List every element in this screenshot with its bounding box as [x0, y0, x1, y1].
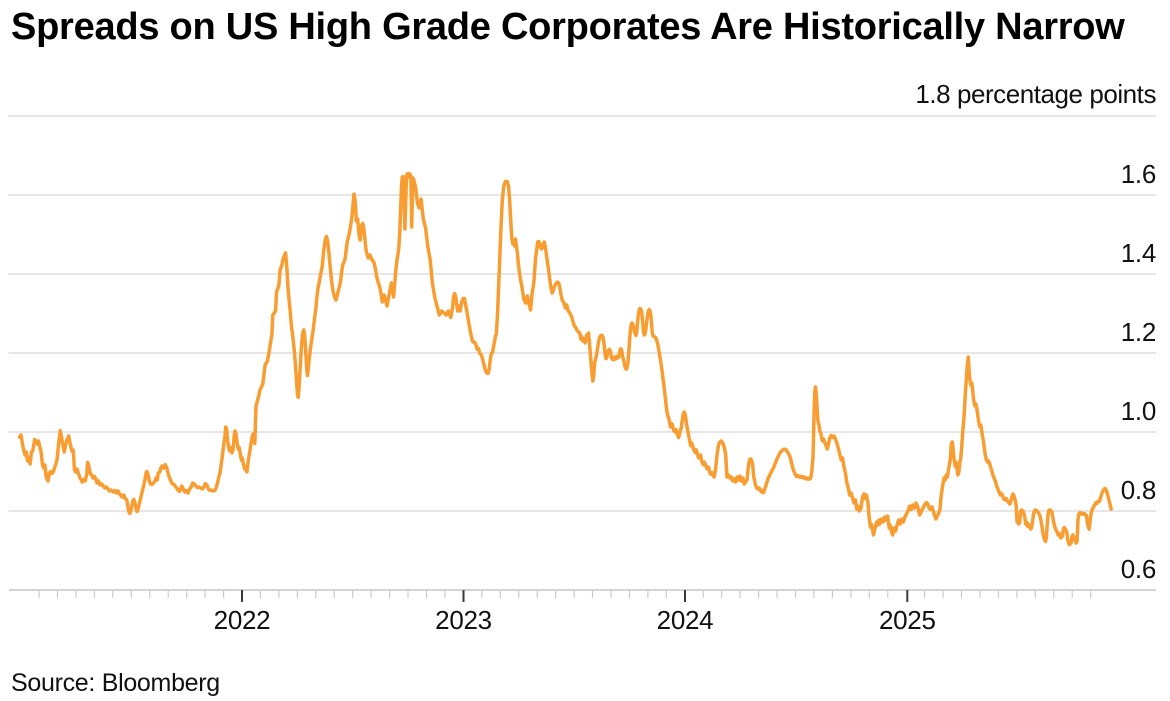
svg-text:2023: 2023: [435, 605, 492, 635]
svg-text:1.6: 1.6: [1121, 159, 1156, 189]
svg-text:2025: 2025: [879, 605, 936, 635]
svg-text:1.4: 1.4: [1121, 238, 1156, 268]
svg-text:0.8: 0.8: [1121, 475, 1156, 505]
svg-text:1.2: 1.2: [1121, 317, 1156, 347]
svg-text:1.0: 1.0: [1121, 396, 1156, 426]
svg-text:2022: 2022: [214, 605, 271, 635]
svg-text:0.6: 0.6: [1121, 554, 1156, 584]
svg-text:2024: 2024: [657, 605, 714, 635]
